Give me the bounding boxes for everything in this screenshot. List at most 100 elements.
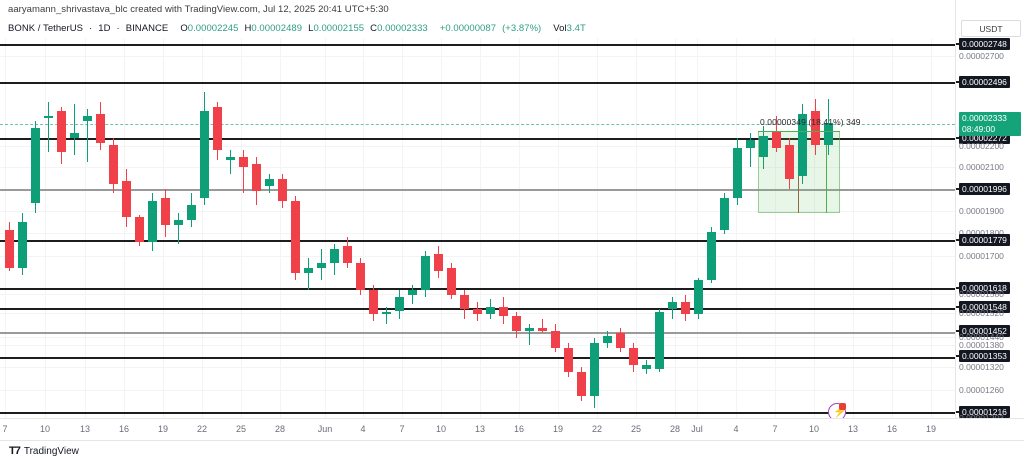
legend-volume-label: Vol — [553, 23, 567, 34]
time-axis-label: 28 — [274, 424, 286, 434]
price-level-line[interactable] — [0, 332, 955, 334]
legend-symbol[interactable]: BONK / TetherUS — [8, 23, 84, 34]
price-level-line[interactable] — [0, 138, 955, 140]
candle-wick — [308, 258, 309, 290]
price-level-line[interactable] — [0, 240, 955, 242]
time-axis-label: 10 — [39, 424, 51, 434]
candle-wick — [243, 149, 244, 194]
price-axis-label: 0.00001580 — [959, 289, 1004, 299]
price-axis-label: 0.00001320 — [959, 362, 1004, 372]
candle-body — [356, 263, 365, 290]
time-axis-label: 28 — [669, 424, 681, 434]
grid-line-vertical — [363, 38, 364, 418]
candle-body — [460, 294, 469, 310]
time-axis-label: 22 — [196, 424, 208, 434]
current-price-value: 0.00002333 — [962, 113, 1007, 123]
legend-separator-2: · — [116, 23, 120, 34]
time-axis-label: Jul — [691, 424, 703, 434]
candle-body — [5, 229, 14, 269]
candle-body — [785, 145, 794, 179]
price-level-line[interactable] — [0, 357, 955, 359]
grid-line-horizontal — [0, 56, 955, 57]
candle-body — [707, 231, 716, 281]
grid-line-vertical — [85, 38, 86, 418]
chart-legend: BONK / TetherUS · 1D · BINANCE O0.00002245 H0.… — [8, 23, 586, 34]
candle-body — [239, 157, 248, 167]
price-level-line[interactable] — [0, 189, 955, 191]
candle-body — [590, 342, 599, 396]
time-axis-label: 19 — [552, 424, 564, 434]
candle-body — [473, 309, 482, 314]
candle-wick — [230, 149, 231, 175]
current-price-badge[interactable]: 0.00002333 08:49:00 — [959, 112, 1021, 136]
measurement-label: 0.00000349 (18.41%) 349 — [760, 117, 861, 127]
legend-close-label: C — [370, 23, 378, 34]
price-axis-badge: 0.00001216 — [959, 406, 1010, 418]
tradingview-logo[interactable]: T7 TradingView — [9, 445, 79, 457]
price-level-line[interactable] — [0, 288, 955, 290]
price-axis-badge: 0.00001618 — [959, 282, 1010, 294]
candle-body — [694, 280, 703, 314]
measurement-top-edge — [758, 131, 840, 132]
grid-line-vertical — [853, 38, 854, 418]
price-level-line[interactable] — [0, 124, 955, 125]
legend-open-value: 0.00002245 — [187, 23, 239, 34]
time-axis-label: 7 — [772, 424, 778, 434]
price-axis-label: 0.00001440 — [959, 332, 1004, 342]
candle-body — [109, 145, 118, 184]
time-axis-label: Jun — [317, 424, 333, 434]
candle-body — [200, 111, 209, 199]
grid-line-horizontal — [0, 146, 955, 147]
candle-body — [668, 301, 677, 310]
candle-wick — [87, 108, 88, 163]
candle-body — [577, 371, 586, 396]
time-axis-label: 13 — [847, 424, 859, 434]
price-level-line[interactable] — [0, 44, 955, 46]
candle-body — [18, 222, 27, 269]
time-axis-label: 25 — [630, 424, 642, 434]
tradingview-mark-icon: T7 — [9, 445, 21, 457]
time-axis-label: 19 — [925, 424, 937, 434]
grid-line-vertical — [441, 38, 442, 418]
candle-body — [629, 347, 638, 365]
legend-high-label: H — [244, 23, 252, 34]
candle-wick — [542, 318, 543, 334]
candle-body — [44, 116, 53, 118]
time-axis-label: 22 — [591, 424, 603, 434]
price-axis-badge: 0.00001452 — [959, 325, 1010, 337]
candle-body — [252, 164, 261, 191]
candle-wick — [412, 284, 413, 305]
legend-low-label: L — [308, 23, 314, 34]
candle-body — [824, 123, 833, 146]
grid-line-vertical — [402, 38, 403, 418]
price-axis-label: 0.00001700 — [959, 251, 1004, 261]
candle-body — [291, 200, 300, 273]
grid-line-horizontal — [0, 337, 955, 338]
candle-body — [811, 111, 820, 146]
time-axis-label: 10 — [435, 424, 447, 434]
time-axis-label: 25 — [235, 424, 247, 434]
price-axis-label: 0.00001520 — [959, 308, 1004, 318]
price-level-line[interactable] — [0, 82, 955, 84]
candle-body — [278, 178, 287, 201]
candle-body — [317, 263, 326, 269]
price-level-line[interactable] — [0, 412, 955, 414]
time-axis-label: 10 — [808, 424, 820, 434]
chart-pane[interactable]: 0.00000349 (18.41%) 349 ⚡ — [0, 38, 955, 421]
grid-line-horizontal — [0, 233, 955, 234]
time-axis-label: 4 — [733, 424, 739, 434]
time-axis-label: 4 — [360, 424, 366, 434]
time-axis[interactable]: 7 10 13 16 19 22 25 28 Jun 4 7 10 13 16 19 22 25 28 Jul 4 7 1… — [0, 418, 1024, 441]
grid-line-vertical — [325, 38, 326, 418]
grid-line-vertical — [163, 38, 164, 418]
candle-body — [382, 311, 391, 314]
grid-line-vertical — [814, 38, 815, 418]
candle-wick — [529, 323, 530, 346]
legend-interval[interactable]: 1D — [98, 23, 111, 34]
time-axis-label: 19 — [157, 424, 169, 434]
candle-body — [434, 253, 443, 271]
price-axis[interactable]: USDT 0.00002748 0.00002700 0.00002496 0.000… — [955, 0, 1024, 440]
grid-line-horizontal — [0, 390, 955, 391]
candle-body — [83, 116, 92, 122]
price-axis-label: 0.00001380 — [959, 340, 1004, 350]
